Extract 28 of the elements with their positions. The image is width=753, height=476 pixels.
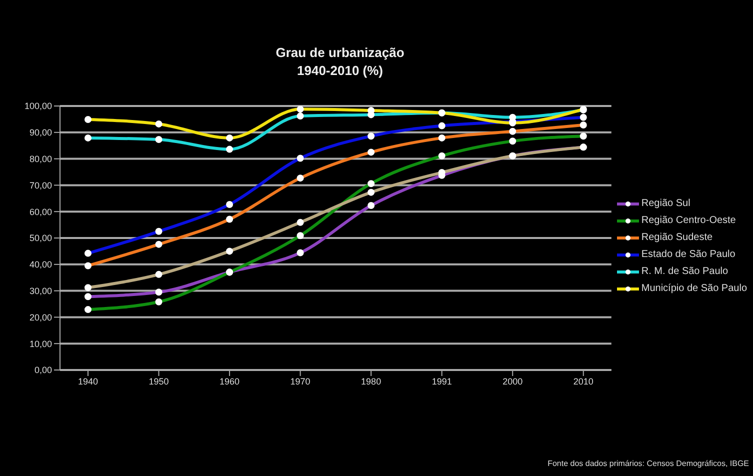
legend-label: R. M. de São Paulo [641, 266, 728, 277]
y-tick-label: 80,00 [29, 154, 52, 164]
legend-label: Região Sudeste [641, 232, 713, 243]
source-note: Fonte dos dados primários: Censos Demográficos, IBGE [548, 459, 749, 468]
y-tick-label: 40,00 [29, 260, 52, 270]
x-tick-label: 1940 [78, 376, 98, 386]
y-tick-label: 50,00 [29, 233, 52, 244]
y-tick-label: 10,00 [29, 338, 52, 349]
x-tick-label: 2000 [502, 376, 523, 386]
x-tick-label: 1970 [290, 376, 310, 386]
legend-label: Município de São Paulo [641, 283, 747, 294]
y-tick-label: 70,00 [29, 180, 52, 190]
x-tick-label: 1980 [361, 376, 382, 386]
y-tick-label: 20,00 [29, 312, 52, 322]
x-tick-label: 1960 [220, 376, 240, 386]
chart-title: Grau de urbanização [274, 44, 406, 62]
y-tick-label: 60,00 [29, 206, 52, 217]
y-tick-label: 100,00 [24, 101, 52, 112]
legend-label: Região Sul [641, 198, 690, 209]
x-tick-label: 1950 [148, 376, 169, 386]
legend-label: Estado de São Paulo [641, 249, 736, 260]
y-tick-label: 90,00 [29, 128, 52, 138]
y-tick-label: 0,00 [34, 365, 52, 376]
x-tick-label: 1991 [432, 376, 452, 386]
x-tick-label: 2010 [573, 376, 594, 386]
legend-label: Região Centro-Oeste [641, 215, 736, 226]
chart-subtitle: 1940-2010 (%) [296, 62, 384, 80]
y-tick-label: 30,00 [29, 286, 52, 296]
